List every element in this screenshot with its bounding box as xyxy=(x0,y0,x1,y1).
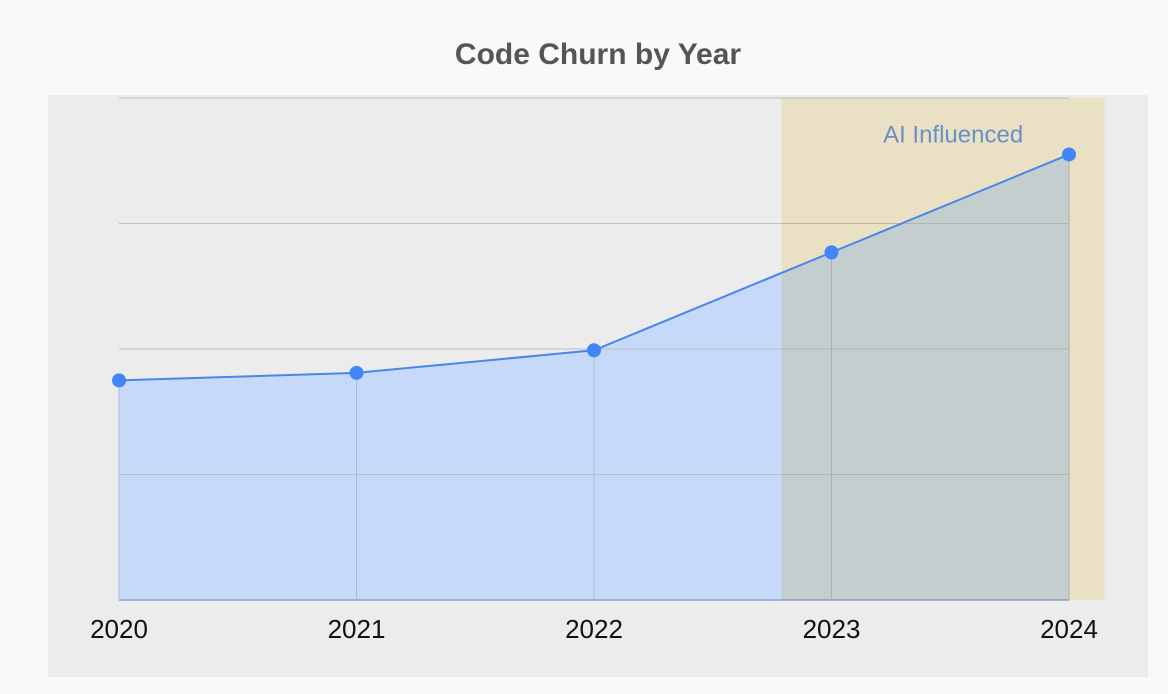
data-point xyxy=(1062,147,1076,162)
data-point xyxy=(587,343,601,358)
annotation: AI Influenced xyxy=(883,121,1023,148)
x-tick-label: 2021 xyxy=(328,614,386,644)
data-point xyxy=(349,365,364,380)
x-tick-label: 2024 xyxy=(1040,614,1098,644)
x-tick-label: 2022 xyxy=(565,614,623,644)
data-point xyxy=(112,373,126,388)
chart-title: Code Churn by Year xyxy=(455,38,742,71)
data-point xyxy=(824,245,839,260)
plot-area: AI Influenced 2020 2021 2022 2023 2024 xyxy=(90,97,1105,644)
x-tick-label: 2020 xyxy=(90,614,148,644)
x-tick-label: 2023 xyxy=(803,614,861,644)
highlight-region xyxy=(781,98,1105,600)
